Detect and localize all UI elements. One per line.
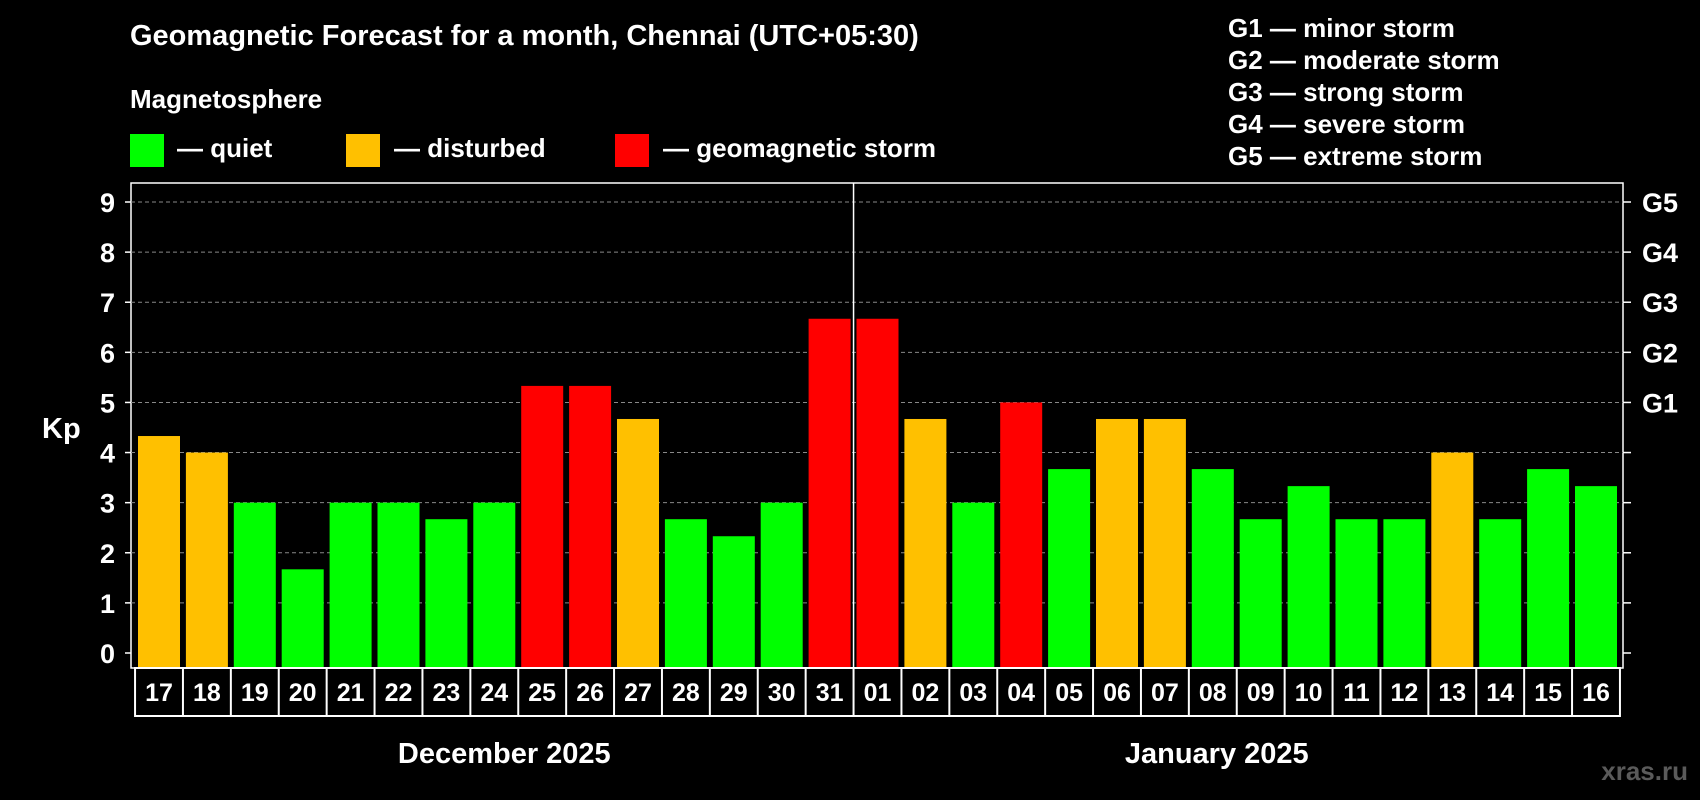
kp-bar: [377, 502, 420, 668]
storm-level-g2: G2 — moderate storm: [1228, 45, 1500, 75]
g-level-axis-label: G4: [1642, 238, 1678, 268]
kp-bar: [521, 385, 564, 668]
kp-bar: [1048, 469, 1091, 668]
day-tick-label: 09: [1247, 679, 1275, 707]
day-tick-label: 03: [959, 679, 987, 707]
y-tick-label: 3: [100, 489, 115, 519]
day-tick-label: 10: [1295, 679, 1323, 707]
y-tick-label: 8: [100, 238, 115, 268]
storm-level-g5: G5 — extreme storm: [1228, 141, 1483, 171]
y-tick-label: 1: [100, 589, 115, 619]
day-tick-label: 18: [193, 679, 221, 707]
kp-bar: [904, 418, 947, 668]
kp-bar: [1096, 418, 1138, 668]
y-tick-label: 7: [100, 288, 115, 318]
kp-bar: [1431, 452, 1474, 668]
day-tick-label: 26: [576, 679, 604, 707]
legend-heading: Magnetosphere: [130, 84, 323, 114]
day-tick-label: 21: [337, 679, 365, 707]
y-tick-label: 4: [100, 439, 115, 469]
month-label: January 2025: [1125, 738, 1309, 770]
kp-bar: [1191, 469, 1234, 668]
kp-bar: [1479, 519, 1522, 668]
kp-bar: [1287, 486, 1330, 668]
chart-title: Geomagnetic Forecast for a month, Chenna…: [130, 20, 919, 52]
kp-bar: [712, 536, 755, 668]
kp-bar: [1239, 519, 1282, 668]
kp-bar: [952, 502, 995, 668]
kp-bar: [808, 318, 851, 668]
day-tick-label: 29: [720, 679, 748, 707]
kp-bar: [856, 318, 899, 668]
day-tick-label: 31: [816, 679, 844, 707]
day-tick-label: 19: [241, 679, 269, 707]
day-tick-label: 17: [145, 679, 173, 707]
legend-swatch-quiet: [130, 134, 164, 167]
day-tick-label: 24: [480, 679, 508, 707]
kp-bar: [473, 502, 516, 668]
month-label: December 2025: [398, 738, 611, 770]
kp-bar: [1383, 519, 1426, 668]
kp-bar: [329, 502, 372, 668]
kp-bar: [569, 385, 612, 668]
kp-bar: [281, 569, 324, 668]
day-tick-label: 16: [1582, 679, 1610, 707]
day-tick-label: 15: [1534, 679, 1562, 707]
y-axis-label: Kp: [42, 413, 81, 445]
legend-swatch-storm: [615, 134, 649, 167]
day-tick-label: 05: [1055, 679, 1083, 707]
legend-label-disturbed: — disturbed: [394, 133, 546, 163]
day-tick-label: 30: [768, 679, 796, 707]
day-tick-label: 04: [1007, 679, 1035, 707]
day-tick-label: 07: [1151, 679, 1179, 707]
kp-bar: [1575, 486, 1617, 668]
g-level-axis-label: G3: [1642, 288, 1678, 318]
kp-bar: [138, 436, 180, 668]
day-tick-label: 20: [289, 679, 317, 707]
day-tick-label: 23: [432, 679, 460, 707]
day-tick-label: 14: [1486, 679, 1514, 707]
y-tick-label: 5: [100, 388, 115, 418]
kp-bar: [233, 502, 276, 668]
legend-label-storm: — geomagnetic storm: [663, 133, 937, 163]
day-tick-label: 12: [1390, 679, 1418, 707]
g-level-axis-label: G5: [1642, 188, 1678, 218]
kp-bar: [185, 452, 228, 668]
day-tick-label: 06: [1103, 679, 1131, 707]
day-tick-label: 28: [672, 679, 700, 707]
watermark: xras.ru: [1601, 756, 1688, 786]
kp-bar: [1143, 418, 1186, 668]
day-tick-label: 22: [385, 679, 413, 707]
day-tick-label: 02: [911, 679, 939, 707]
kp-bar: [760, 502, 803, 668]
day-tick-label: 13: [1438, 679, 1466, 707]
y-tick-label: 6: [100, 338, 115, 368]
day-tick-label: 08: [1199, 679, 1227, 707]
kp-bar: [1335, 519, 1378, 668]
kp-bar: [664, 519, 707, 668]
day-tick-label: 25: [528, 679, 556, 707]
y-tick-label: 0: [100, 639, 115, 669]
storm-level-g3: G3 — strong storm: [1228, 77, 1464, 107]
day-label-strip: [134, 667, 1621, 717]
day-tick-label: 11: [1343, 679, 1370, 707]
g-level-axis-label: G2: [1642, 338, 1678, 368]
day-tick-label: 27: [624, 679, 652, 707]
legend-swatch-disturbed: [346, 134, 380, 167]
kp-bar: [1527, 469, 1570, 668]
y-tick-label: 2: [100, 539, 115, 569]
legend-label-quiet: — quiet: [177, 133, 273, 163]
kp-bar: [425, 519, 468, 668]
storm-level-g1: G1 — minor storm: [1228, 13, 1455, 43]
y-tick-label: 9: [100, 188, 115, 218]
day-tick-label: 01: [864, 679, 892, 707]
kp-bar: [1000, 402, 1043, 668]
kp-bar: [617, 418, 659, 668]
storm-level-g4: G4 — severe storm: [1228, 109, 1466, 139]
g-level-axis-label: G1: [1642, 388, 1678, 418]
